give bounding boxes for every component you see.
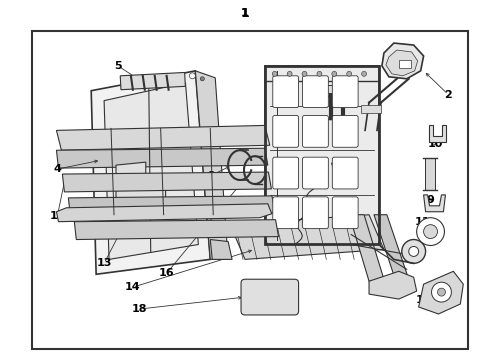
Circle shape <box>200 77 204 81</box>
Polygon shape <box>427 125 446 142</box>
Circle shape <box>316 71 321 76</box>
Polygon shape <box>348 215 383 281</box>
Polygon shape <box>423 195 445 212</box>
Polygon shape <box>373 215 408 281</box>
Text: 4: 4 <box>53 164 61 174</box>
FancyBboxPatch shape <box>302 197 327 229</box>
Text: 15: 15 <box>376 279 392 289</box>
Text: 17: 17 <box>415 295 430 305</box>
Polygon shape <box>385 50 417 76</box>
FancyBboxPatch shape <box>272 197 298 229</box>
Bar <box>32 31 468 349</box>
Text: 13: 13 <box>96 258 112 268</box>
Polygon shape <box>368 271 416 299</box>
Text: 6: 6 <box>206 171 214 181</box>
Bar <box>360 105 380 113</box>
Circle shape <box>437 288 445 296</box>
Polygon shape <box>56 148 267 168</box>
Circle shape <box>189 73 195 79</box>
FancyBboxPatch shape <box>332 116 357 147</box>
Bar <box>264 66 378 244</box>
Polygon shape <box>195 71 228 260</box>
Text: 14: 14 <box>125 282 141 292</box>
FancyBboxPatch shape <box>272 76 298 108</box>
Polygon shape <box>74 220 278 239</box>
Bar <box>424 158 434 190</box>
Polygon shape <box>68 196 274 216</box>
Circle shape <box>361 71 366 76</box>
FancyBboxPatch shape <box>272 157 298 189</box>
Polygon shape <box>104 83 198 260</box>
Polygon shape <box>230 215 383 260</box>
Text: 1: 1 <box>241 8 248 18</box>
Polygon shape <box>264 66 378 244</box>
FancyBboxPatch shape <box>332 157 357 189</box>
Polygon shape <box>91 71 210 274</box>
Text: 9: 9 <box>426 195 434 205</box>
Circle shape <box>286 71 291 76</box>
Text: 10: 10 <box>427 139 442 149</box>
Text: 8: 8 <box>424 179 431 189</box>
Circle shape <box>401 239 425 264</box>
FancyBboxPatch shape <box>241 279 298 315</box>
Polygon shape <box>210 239 232 260</box>
FancyBboxPatch shape <box>332 76 357 108</box>
Circle shape <box>346 71 351 76</box>
Text: 16: 16 <box>159 268 174 278</box>
Polygon shape <box>418 271 462 314</box>
FancyBboxPatch shape <box>302 157 327 189</box>
Circle shape <box>408 247 418 256</box>
FancyBboxPatch shape <box>302 116 327 147</box>
FancyBboxPatch shape <box>302 76 327 108</box>
Polygon shape <box>116 162 165 208</box>
Polygon shape <box>381 43 423 79</box>
Circle shape <box>331 71 336 76</box>
Circle shape <box>416 218 444 246</box>
FancyBboxPatch shape <box>332 197 357 229</box>
Text: 12: 12 <box>50 211 65 221</box>
Polygon shape <box>56 204 271 222</box>
Bar <box>398 60 410 68</box>
Bar <box>120 72 185 90</box>
Circle shape <box>302 71 306 76</box>
Circle shape <box>272 71 277 76</box>
Text: 2: 2 <box>444 90 451 100</box>
Text: 18: 18 <box>132 304 147 314</box>
Text: 1: 1 <box>240 7 249 20</box>
Text: 11: 11 <box>414 217 429 227</box>
Text: 7: 7 <box>344 179 351 189</box>
Bar <box>321 85 341 93</box>
Circle shape <box>431 282 450 302</box>
Text: 5: 5 <box>114 61 122 71</box>
Polygon shape <box>56 125 269 150</box>
Circle shape <box>423 225 437 239</box>
Polygon shape <box>62 172 271 192</box>
FancyBboxPatch shape <box>272 116 298 147</box>
Text: 3: 3 <box>303 90 311 100</box>
